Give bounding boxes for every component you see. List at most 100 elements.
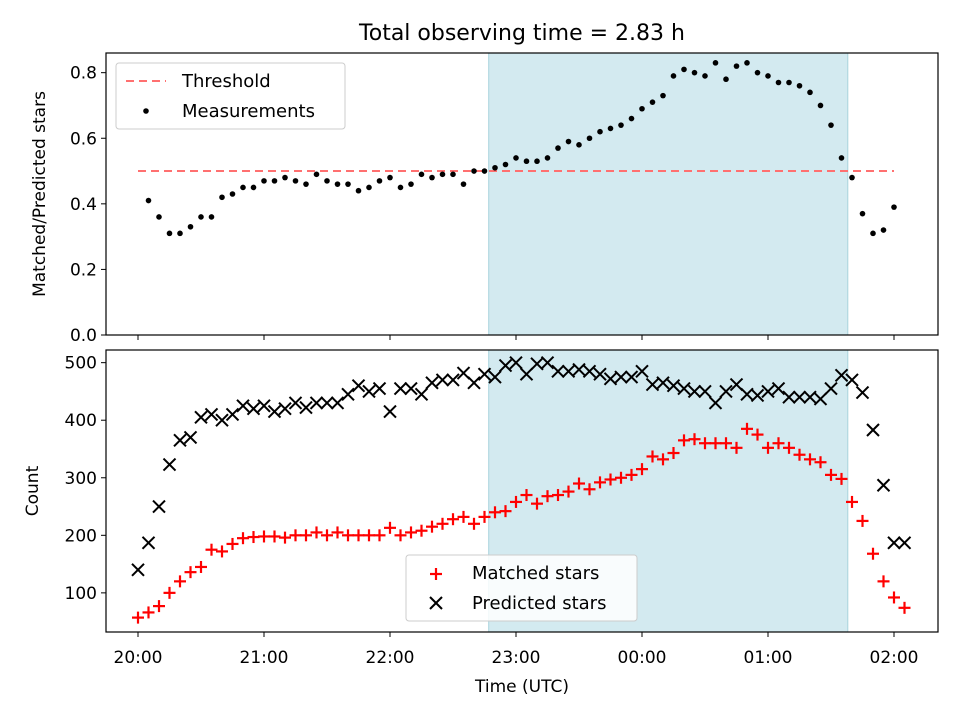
predicted-star-point — [141, 536, 156, 550]
x-tick-label: 21:00 — [240, 648, 289, 668]
predicted-star-point — [582, 364, 597, 379]
count-y-tick-label: 400 — [65, 411, 97, 431]
predicted-star-point — [666, 378, 681, 393]
x-tick-label: 00:00 — [618, 648, 667, 668]
count-y-tick-label: 200 — [65, 526, 97, 546]
measurement-point — [261, 178, 267, 184]
matched-star-point — [667, 447, 680, 460]
predicted-star-point — [845, 373, 859, 387]
measurement-point — [250, 184, 257, 191]
matched-star-point — [499, 505, 512, 518]
matched-star-point — [436, 517, 449, 530]
matched-star-point — [384, 521, 396, 534]
measurement-point — [187, 223, 194, 230]
measurement-point — [796, 82, 803, 89]
measurement-point — [513, 155, 519, 161]
legend-matched-swatch — [430, 568, 442, 580]
ratio-y-tick-label: 0.6 — [70, 129, 97, 149]
measurement-point — [838, 155, 845, 161]
matched-star-point — [583, 483, 596, 496]
matched-star-point — [552, 489, 564, 502]
matched-star-point — [247, 531, 260, 544]
measurement-point — [691, 69, 698, 76]
measurement-point — [880, 227, 887, 233]
matched-star-point — [174, 575, 186, 588]
measurement-point — [534, 158, 540, 165]
predicted-star-point — [372, 381, 387, 396]
predicted-star-point — [656, 376, 670, 390]
predicted-star-point — [603, 372, 618, 386]
count-legend: Matched stars Predicted stars — [405, 554, 638, 622]
measurement-point — [849, 174, 855, 181]
count-axes-frame — [105, 349, 939, 633]
matched-star-point — [541, 490, 554, 503]
measurement-point — [639, 105, 645, 112]
measurement-point — [481, 168, 488, 174]
measurement-point — [208, 214, 215, 220]
predicted-star-point — [341, 387, 355, 402]
ratio-panel: 0.00.20.40.60.8 Matched/Predicted stars … — [30, 52, 939, 346]
predicted-star-point — [729, 377, 744, 392]
measurement-point — [387, 174, 393, 181]
predicted-star-point — [771, 381, 786, 396]
matched-star-point — [415, 524, 428, 537]
matched-star-point — [352, 529, 365, 542]
predicted-star-point — [393, 381, 408, 396]
matched-star-point — [447, 513, 459, 526]
count-panel: 100 200 300 400 500 Count Matched stars Pred… — [23, 349, 939, 633]
x-tick-label: 20:00 — [114, 648, 163, 668]
matched-star-point — [510, 495, 522, 508]
ratio-y-axis-label: Matched/Predicted stars — [30, 91, 50, 297]
measurement-point — [786, 79, 792, 86]
matched-star-point — [867, 547, 879, 560]
predicted-star-point — [488, 370, 502, 384]
matched-star-point — [657, 453, 669, 466]
matched-star-point — [772, 437, 785, 450]
measurement-point — [219, 194, 225, 201]
matched-star-point — [405, 526, 417, 539]
predicted-star-point — [761, 384, 775, 399]
matched-star-point — [720, 437, 732, 450]
predicted-star-point — [824, 381, 838, 396]
matched-star-point — [310, 526, 323, 539]
predicted-star-point — [414, 387, 429, 402]
matched-star-point — [195, 560, 207, 573]
matched-star-point — [856, 514, 869, 527]
measurement-point — [765, 73, 771, 79]
matched-star-point — [688, 433, 701, 446]
predicted-star-point — [897, 536, 912, 550]
matched-star-point — [142, 606, 155, 619]
measurement-point — [282, 174, 288, 181]
measurement-point — [240, 184, 246, 191]
measurement-point — [607, 125, 614, 132]
predicted-star-point — [257, 399, 271, 413]
matched-star-point — [342, 529, 354, 542]
measurement-point — [313, 171, 320, 178]
matched-star-point — [709, 437, 722, 450]
matched-star-point — [804, 453, 816, 466]
measurement-point — [754, 69, 761, 76]
matched-star-point — [363, 529, 375, 542]
matched-star-point — [279, 531, 291, 544]
measurement-point — [565, 138, 572, 145]
predicted-star-point — [813, 392, 828, 406]
matched-star-point — [153, 600, 165, 613]
measurement-point — [586, 135, 593, 142]
measurement-point — [292, 178, 299, 184]
predicted-star-point — [593, 367, 607, 381]
predicted-star-point — [855, 385, 870, 400]
matched-star-point — [457, 510, 470, 523]
measurement-point — [334, 181, 341, 187]
measurement-point — [523, 158, 530, 165]
predicted-star-point — [435, 373, 450, 387]
predicted-star-point — [614, 370, 628, 384]
predicted-star-point — [477, 367, 492, 381]
measurement-point — [303, 181, 309, 187]
measurement-point — [408, 181, 414, 187]
predicted-star-point — [194, 410, 208, 425]
predicted-star-point — [456, 366, 471, 380]
measurement-point — [229, 191, 236, 197]
measurement-point — [177, 230, 183, 237]
predicted-star-point — [278, 401, 292, 416]
predicted-star-point — [246, 401, 261, 416]
